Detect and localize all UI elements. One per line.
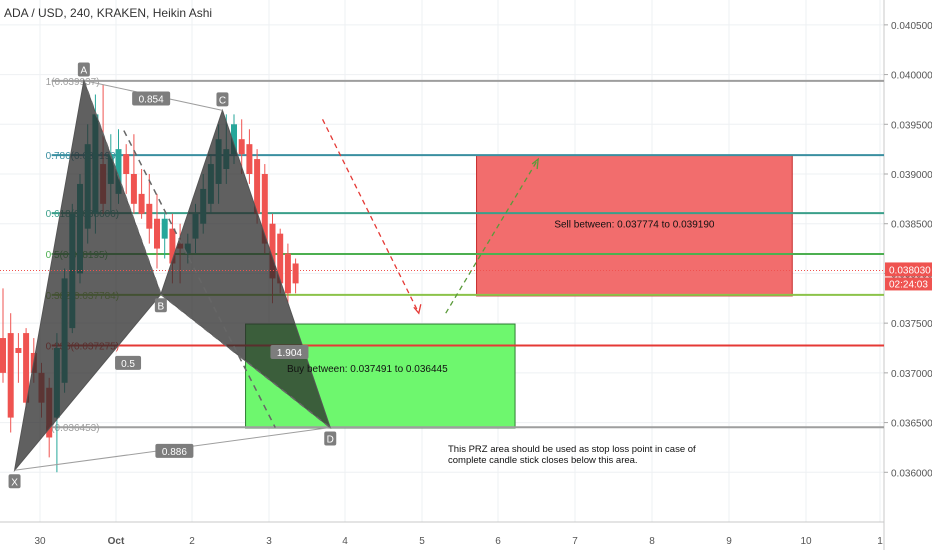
countdown-label: 02:24:03	[889, 279, 928, 290]
price-tick-label: 0.039000	[891, 170, 932, 181]
projection-arrow-up	[445, 158, 539, 314]
candle-body	[154, 218, 160, 249]
candle-body	[161, 218, 168, 239]
time-tick-label: 30	[34, 536, 46, 547]
time-tick-label: 5	[419, 536, 425, 547]
ratio-label: 0.854	[139, 94, 164, 105]
candle-body	[169, 228, 176, 264]
candle-body	[138, 193, 145, 214]
pattern-triangle-xab	[13, 78, 162, 473]
point-label: C	[219, 95, 226, 106]
prz-note-line: complete candle stick closes below this …	[448, 455, 638, 466]
point-label: X	[11, 477, 18, 488]
price-tick-label: 0.040500	[891, 21, 932, 32]
buy-zone-text: Buy between: 0.037491 to 0.036445	[287, 364, 448, 375]
time-tick-label: 7	[572, 536, 578, 547]
time-tick-label: Oct	[108, 536, 125, 547]
ratio-label-bg	[132, 91, 171, 106]
ratio-line-ab	[83, 80, 162, 295]
time-tick-label: 10	[800, 536, 812, 547]
prz-note: This PRZ area should be used as stop los…	[448, 444, 696, 466]
point-label-bg	[8, 474, 21, 489]
price-tick-label: 0.036000	[891, 468, 932, 479]
price-tick-label: 0.038500	[891, 220, 932, 231]
time-tick-label: 3	[266, 536, 272, 547]
candle-body	[254, 159, 261, 214]
arrowhead-up	[531, 157, 539, 170]
candle-body	[115, 149, 122, 194]
point-label: A	[81, 66, 88, 77]
point-label-bg	[324, 431, 337, 446]
ratio-label: 0.886	[162, 447, 187, 458]
current-price-label: 0.038030	[889, 265, 931, 276]
candle-body	[23, 333, 30, 403]
price-tick-label: 0.036500	[891, 419, 932, 430]
point-label-bg	[154, 298, 167, 313]
ratio-line-ad	[123, 130, 276, 428]
price-tick-label: 0.039500	[891, 120, 932, 131]
candle-body	[15, 348, 22, 353]
time-tick-label: 4	[342, 536, 348, 547]
ratio-line-bd	[160, 293, 331, 429]
sell-zone	[476, 154, 793, 297]
time-tick-label: 8	[649, 536, 655, 547]
fib-level-label: 1(0.039937)	[46, 77, 100, 88]
candle-body	[261, 174, 268, 244]
candle-body	[277, 233, 284, 284]
ratio-label-bg	[270, 344, 309, 359]
point-label-bg	[216, 92, 229, 107]
candle-body	[146, 203, 153, 229]
candle-body	[246, 144, 253, 174]
ratio-label: 1.904	[277, 348, 302, 359]
time-tick-label: 1	[877, 536, 883, 547]
candle-body	[7, 333, 14, 418]
point-label: D	[327, 435, 334, 446]
ratio-label: 0.5	[121, 359, 135, 370]
harmonic-pattern	[8, 62, 337, 489]
candle-body	[123, 154, 130, 174]
price-tick-label: 0.037500	[891, 319, 932, 330]
candle-body	[130, 174, 137, 204]
sell-zone-text: Sell between: 0.037774 to 0.039190	[554, 220, 715, 231]
ratio-label-bg	[155, 443, 194, 458]
chart-title: ADA / USD, 240, KRAKEN, Heikin Ashi	[4, 6, 213, 20]
prz-note-line: This PRZ area should be used as stop los…	[448, 444, 696, 455]
candle-body	[238, 139, 245, 155]
time-tick-label: 2	[189, 536, 195, 547]
point-label: B	[158, 301, 165, 312]
candle-body	[231, 124, 237, 155]
price-tick-label: 0.040000	[891, 71, 932, 82]
arrowhead-down	[413, 304, 422, 315]
projection-arrow-down	[321, 119, 420, 314]
candle-body	[292, 263, 299, 284]
time-tick-label: 9	[726, 536, 732, 547]
fib-level-label: 0(0.036453)	[46, 423, 100, 434]
time-tick-label: 6	[495, 536, 501, 547]
current-price-tag	[885, 262, 932, 277]
point-label-bg	[77, 62, 90, 77]
candle-body	[0, 338, 6, 373]
candle-body	[269, 223, 276, 279]
price-tick-label: 0.037000	[891, 369, 932, 380]
ratio-label-bg	[115, 355, 142, 370]
countdown-tag	[885, 277, 932, 291]
candle-body	[284, 253, 291, 294]
